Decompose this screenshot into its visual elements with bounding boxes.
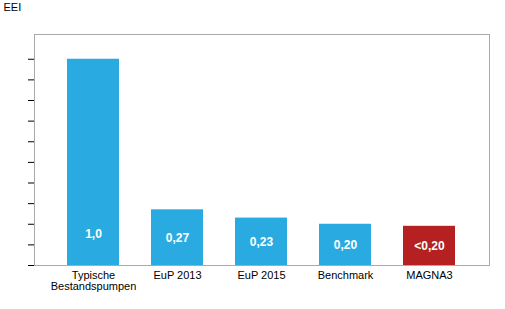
svg-text:TypischeBestandspumpen: TypischeBestandspumpen bbox=[51, 269, 137, 292]
svg-text:0,20: 0,20 bbox=[334, 238, 358, 252]
svg-text:1,0: 1,0 bbox=[85, 227, 102, 241]
svg-text:<0,20: <0,20 bbox=[414, 239, 445, 253]
svg-text:0,27: 0,27 bbox=[166, 230, 190, 244]
svg-text:Benchmark: Benchmark bbox=[318, 269, 374, 281]
svg-text:EuP 2013: EuP 2013 bbox=[153, 269, 201, 281]
svg-text:EuP 2015: EuP 2015 bbox=[237, 269, 285, 281]
svg-text:EEI: EEI bbox=[4, 1, 22, 13]
svg-text:0,23: 0,23 bbox=[250, 235, 274, 249]
svg-text:MAGNA3: MAGNA3 bbox=[406, 269, 452, 281]
